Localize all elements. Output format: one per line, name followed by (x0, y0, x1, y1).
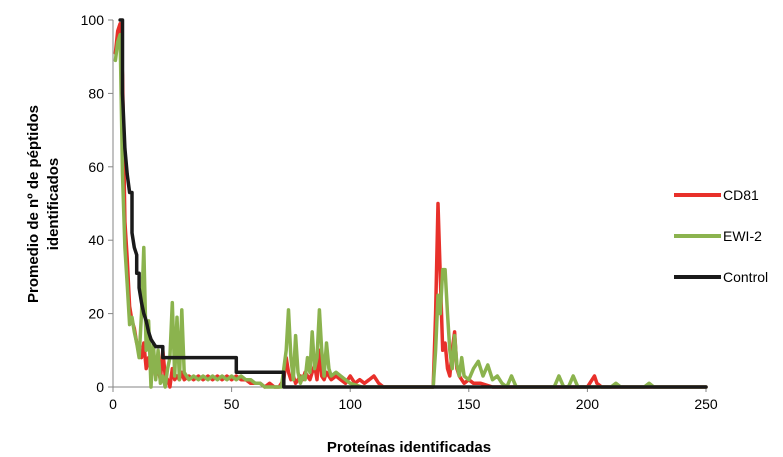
series-line-control (118, 18, 708, 389)
chart-axes (112, 20, 706, 388)
chart-legend: CD81 EWI-2 Control (674, 187, 768, 285)
x-tick-label: 200 (576, 396, 600, 412)
y-axis-ticks: 0 20 40 60 80 100 (81, 12, 113, 395)
y-axis-title-line1: Promedio de nº de péptidos (25, 105, 42, 303)
y-tick-label: 60 (88, 159, 104, 175)
y-tick-label: 80 (88, 85, 104, 101)
x-tick-label: 250 (694, 396, 718, 412)
series-line-ewi-2 (113, 32, 708, 389)
legend-label-control: Control (723, 269, 768, 285)
x-tick-label: 150 (457, 396, 481, 412)
x-axis-title: Proteínas identificadas (327, 439, 491, 456)
x-tick-label: 100 (339, 396, 363, 412)
y-axis-title-line2: identificados (45, 158, 62, 251)
x-axis-ticks: 0 50 100 150 200 250 (109, 387, 718, 412)
chart-series (113, 18, 708, 389)
y-axis-title: Promedio de nº de péptidos identificados (25, 105, 62, 303)
y-tick-label: 40 (88, 232, 104, 248)
legend-label-cd81: CD81 (723, 187, 759, 203)
y-tick-label: 20 (88, 306, 104, 322)
x-tick-label: 0 (109, 396, 117, 412)
y-tick-label: 0 (96, 379, 104, 395)
y-tick-label: 100 (81, 12, 105, 28)
x-tick-label: 50 (224, 396, 240, 412)
legend-label-ewi-2: EWI-2 (723, 228, 762, 244)
series-line-cd81 (113, 21, 708, 389)
